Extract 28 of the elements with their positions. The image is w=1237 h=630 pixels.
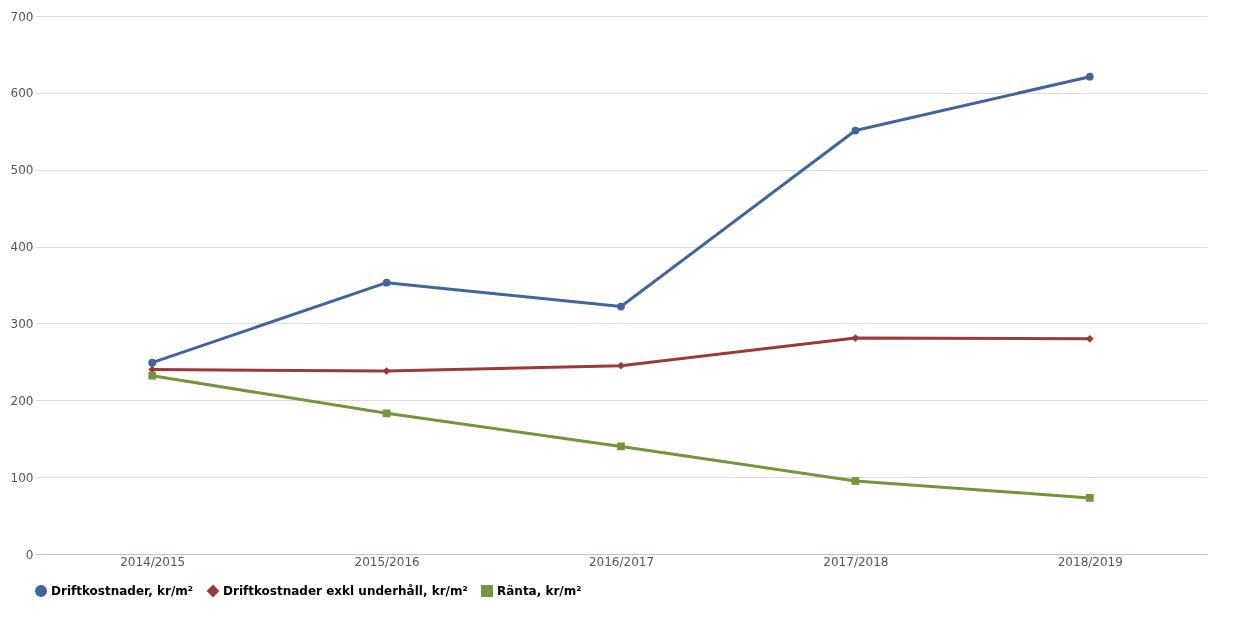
point [851, 477, 860, 485]
y-tick-label: 400 [10, 240, 34, 255]
x-tick-label: 2014/2015 [120, 554, 186, 569]
x-tick-label: 2015/2016 [354, 554, 420, 569]
legend-label: Ränta, kr/m² [497, 584, 582, 598]
y-tick-label: 300 [10, 316, 34, 331]
x-tick-label: 2016/2017 [588, 554, 655, 569]
y-tick-label: 500 [10, 163, 34, 178]
y-tick-label: 0 [25, 547, 34, 562]
legend-label: Driftkostnader, kr/m² [51, 584, 194, 598]
point [617, 442, 625, 451]
point [382, 367, 391, 375]
legend-label: Driftkostnader exkl underhåll, kr/m² [223, 584, 468, 598]
point [148, 371, 157, 380]
point [617, 302, 625, 311]
point [382, 409, 391, 418]
x-tick-label: 2017/2018 [823, 554, 889, 569]
point [617, 361, 625, 370]
point [382, 278, 391, 287]
y-tick-label: 100 [10, 470, 34, 485]
x-tick-label: 2018/2019 [1057, 554, 1123, 569]
point [148, 358, 157, 367]
y-tick-label: 600 [10, 86, 34, 101]
y-tick-label: 700 [10, 9, 34, 24]
point [851, 126, 860, 135]
point [1085, 72, 1094, 81]
point [1085, 494, 1094, 502]
y-tick-label: 200 [10, 393, 34, 408]
